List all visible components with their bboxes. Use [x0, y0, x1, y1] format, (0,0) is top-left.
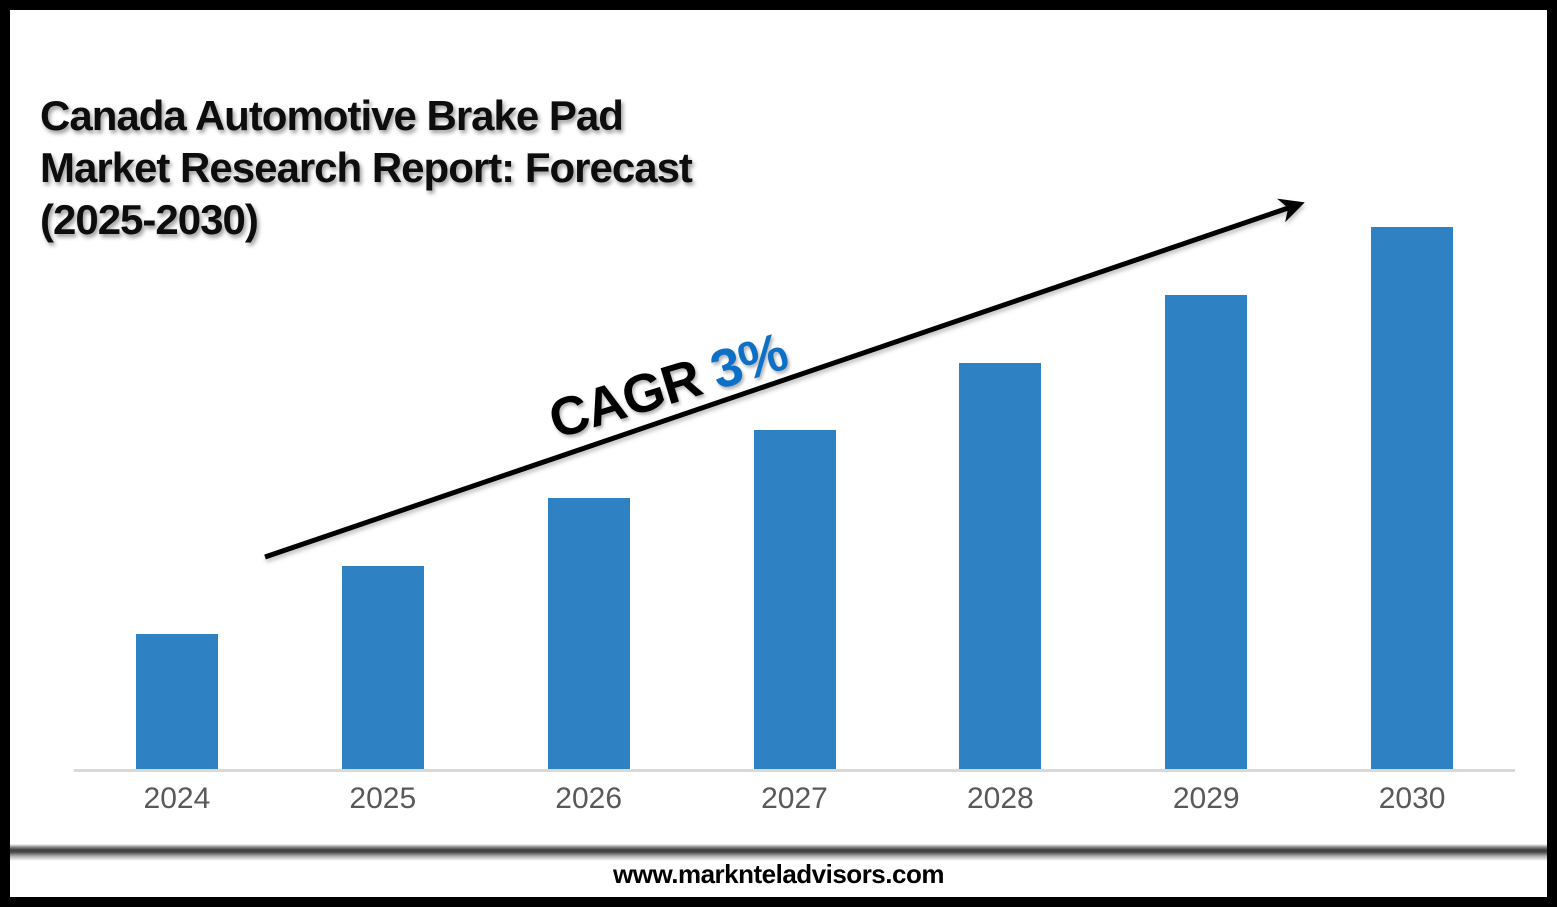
bar-column-2027 — [692, 227, 898, 769]
x-tick-label-2030: 2030 — [1378, 782, 1446, 815]
x-tick-label-2028: 2028 — [966, 782, 1034, 815]
title-line-3: (2025-2030) — [40, 196, 259, 243]
footer: www.marknteladvisors.com — [10, 859, 1547, 890]
bar-column-2028 — [897, 227, 1103, 769]
title-line-1: Canada Automotive Brake Pad — [40, 92, 624, 139]
x-tick-label-2029: 2029 — [1172, 782, 1240, 815]
bar-column-2030 — [1309, 227, 1515, 769]
bar-2029 — [1165, 294, 1248, 769]
x-tick-label-2026: 2026 — [555, 782, 623, 815]
x-tick-label-2025: 2025 — [349, 782, 417, 815]
bar-2030 — [1371, 227, 1454, 769]
x-axis-line — [74, 769, 1515, 772]
bar-chart-plot-area — [74, 227, 1515, 769]
bar-2025 — [341, 565, 424, 769]
chart-title: Canada Automotive Brake Pad Market Resea… — [40, 90, 760, 246]
bar-2024 — [135, 633, 218, 769]
website-url: www.marknteladvisors.com — [613, 859, 944, 889]
bar-column-2029 — [1103, 227, 1309, 769]
bar-column-2025 — [280, 227, 486, 769]
bar-column-2026 — [486, 227, 692, 769]
x-tick-label-2027: 2027 — [761, 782, 828, 815]
x-tick-label-2024: 2024 — [143, 782, 211, 815]
title-line-2: Market Research Report: Forecast — [40, 144, 693, 191]
bar-2027 — [753, 430, 836, 769]
x-axis-labels: 2024 2025 2026 2027 2028 2029 2030 — [74, 782, 1515, 816]
bar-2026 — [547, 498, 630, 769]
bar-column-2024 — [74, 227, 280, 769]
bar-2028 — [959, 362, 1042, 769]
footer-divider — [10, 844, 1547, 861]
